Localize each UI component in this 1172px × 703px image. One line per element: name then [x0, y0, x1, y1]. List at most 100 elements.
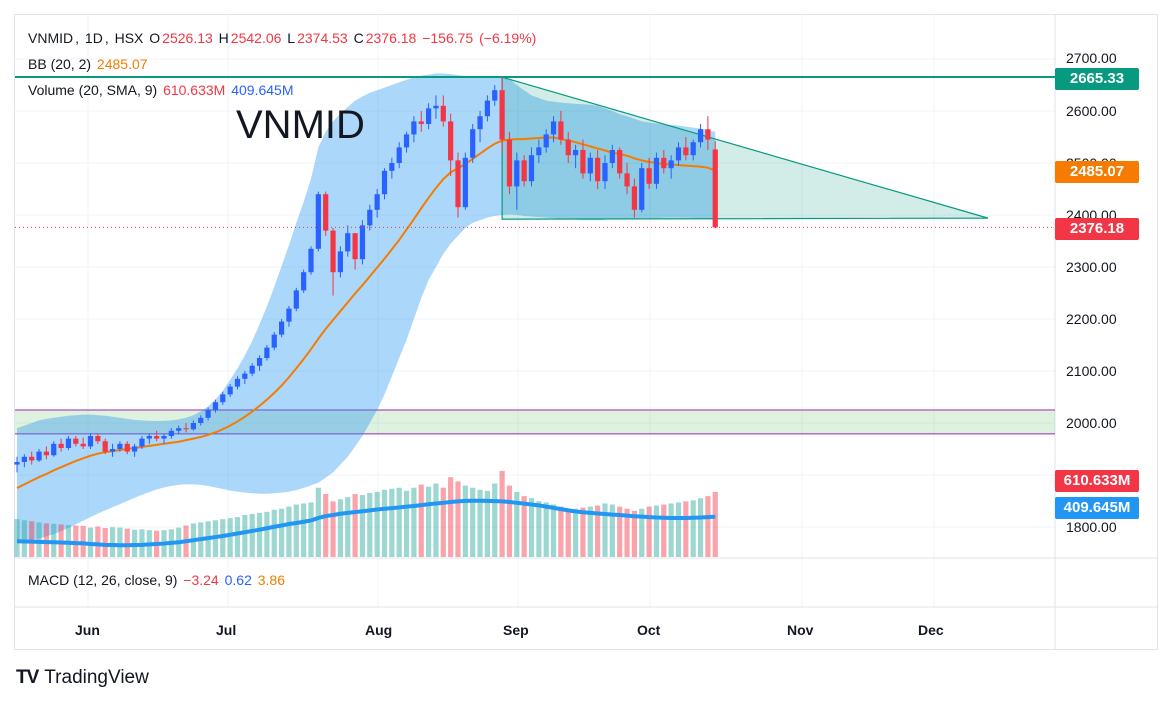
volume-bar	[484, 490, 490, 557]
candle-body	[506, 139, 513, 187]
volume-bar	[315, 487, 321, 557]
candle-body	[440, 105, 446, 122]
candle-body	[330, 230, 336, 273]
candle-body	[484, 100, 490, 117]
candle-body	[426, 108, 432, 124]
volume-bar	[308, 502, 314, 557]
volume-bar	[279, 508, 285, 557]
macd-signal: 0.62	[224, 572, 252, 588]
candle-body	[256, 358, 263, 366]
volume-legend[interactable]: Volume (20, SMA, 9) 610.633M 409.645M	[28, 82, 296, 98]
volume-bar	[117, 527, 123, 557]
candle-body	[168, 430, 174, 436]
volume-bar	[573, 508, 579, 557]
candle-body	[249, 365, 255, 374]
candle-body	[624, 173, 630, 187]
volume-bar	[470, 487, 476, 557]
volume-bar	[675, 502, 682, 557]
candle-body	[190, 423, 196, 430]
candle-body	[80, 443, 86, 447]
volume-bar	[617, 506, 623, 557]
volume-bar	[36, 522, 42, 557]
volume-bar	[646, 506, 652, 557]
candle-body	[279, 321, 285, 335]
x-tick: Dec	[918, 622, 944, 638]
candle-body	[102, 441, 108, 452]
open-label: O	[149, 30, 161, 46]
macd-legend[interactable]: MACD (12, 26, close, 9) −3.24 0.62 3.86	[28, 572, 287, 588]
x-tick: Nov	[787, 622, 814, 638]
close-label: C	[353, 30, 364, 46]
candle-body	[117, 443, 123, 449]
candle-body	[617, 150, 623, 174]
candle-body	[183, 428, 189, 430]
volume-bar	[624, 508, 630, 557]
candle-body	[21, 456, 27, 462]
volume-bar	[712, 491, 718, 557]
volume-bar	[418, 484, 424, 557]
candle-body	[65, 438, 72, 448]
candle-body	[161, 436, 167, 439]
candle-body	[455, 160, 461, 208]
volume-bar	[506, 485, 513, 557]
y-tick: 2000.00	[1066, 415, 1117, 431]
candle-body	[675, 147, 682, 161]
candle-body	[139, 438, 145, 447]
volume-bar	[433, 483, 439, 557]
y-tick: 2300.00	[1066, 259, 1117, 275]
y-tick: 2700.00	[1066, 50, 1117, 66]
bb-legend[interactable]: BB (20, 2) 2485.07	[28, 56, 150, 72]
volume-bar	[609, 504, 615, 557]
volume-bar	[653, 505, 660, 557]
low-label: L	[287, 30, 296, 46]
volume-bar	[286, 506, 292, 557]
volume-bar	[543, 502, 549, 557]
candle-body	[293, 290, 299, 309]
volume-value: 610.633M	[163, 82, 226, 98]
volume-bar	[352, 494, 358, 557]
volume-bar	[381, 489, 388, 557]
candle-body	[521, 160, 527, 182]
symbol-name: VNMID	[28, 30, 74, 46]
candle-body	[470, 129, 476, 158]
volume-bar	[499, 470, 505, 557]
volume-bar	[389, 488, 395, 557]
volume-sma-price-label: 409.645M	[1055, 497, 1139, 519]
candle-body	[668, 160, 674, 169]
tradingview-brand[interactable]: TV TradingView	[16, 667, 149, 689]
candle-body	[315, 194, 321, 249]
candle-body	[462, 157, 468, 208]
volume-bar	[455, 481, 461, 557]
volume-bar	[403, 490, 410, 557]
candle-body	[573, 150, 579, 156]
candle-body	[205, 410, 211, 418]
last-price-label: 2376.18	[1055, 218, 1139, 240]
candle-body	[550, 121, 557, 135]
change-pct: (−6.19%)	[479, 30, 537, 46]
candle-body	[697, 129, 704, 143]
macd-label: MACD (12, 26, close, 9)	[28, 572, 178, 588]
candle-body	[396, 147, 402, 163]
low-value: 2374.53	[297, 30, 348, 46]
volume-bar	[95, 526, 101, 557]
volume-bar	[558, 506, 564, 557]
brand-name: TradingView	[44, 667, 149, 688]
candle-body	[43, 451, 49, 456]
volume-bar	[683, 501, 689, 557]
y-tick: 2200.00	[1066, 311, 1117, 327]
close-value: 2376.18	[365, 30, 417, 46]
volume-bar	[697, 498, 704, 557]
volume-sma-line	[16, 498, 716, 548]
volume-bar	[345, 497, 351, 557]
volume-bar	[102, 528, 108, 557]
candle-body	[418, 121, 424, 124]
candle-body	[565, 139, 571, 156]
candle-body	[124, 443, 130, 452]
candle-body	[602, 163, 608, 182]
volume-bar	[602, 503, 608, 557]
x-tick: Jun	[75, 622, 100, 638]
x-tick: Jul	[216, 622, 237, 638]
volume-bar	[109, 527, 116, 557]
candle-body	[198, 417, 204, 423]
